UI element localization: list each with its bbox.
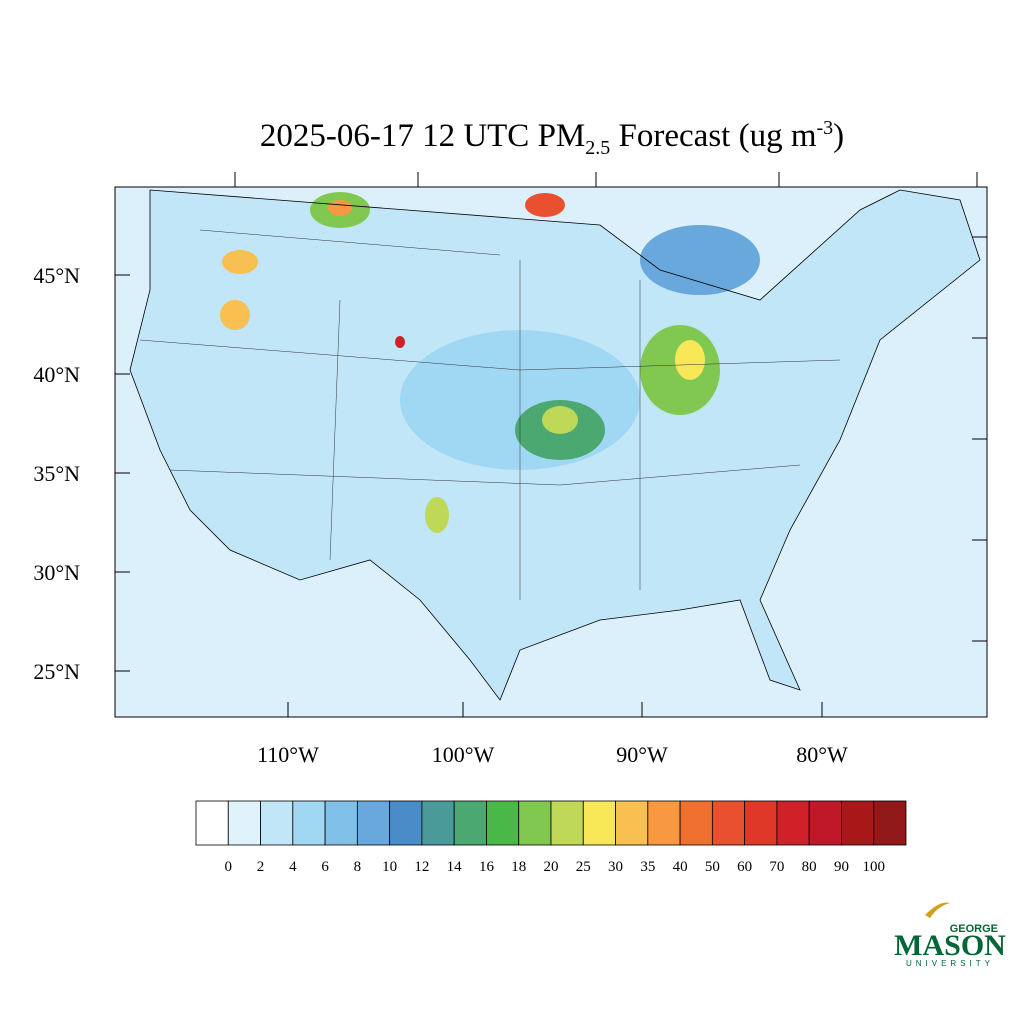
lat-label: 30°N bbox=[33, 560, 80, 585]
colorbar-box bbox=[711, 800, 746, 846]
colorbar-box bbox=[389, 800, 423, 846]
colorbar-box bbox=[260, 800, 294, 846]
colorbar-box bbox=[647, 800, 681, 846]
colorbar-box bbox=[615, 800, 649, 846]
logo: GEORGE MASON UNIVERSITY bbox=[894, 902, 1006, 968]
colorbar-label: 14 bbox=[447, 859, 463, 875]
colorbar-label: 70 bbox=[769, 859, 784, 875]
colorbar-box bbox=[808, 800, 842, 846]
colorbar: 0 2 4 6 8 10 12 14 16 18 20 25 30 35 40 50 60 70 80 90 100 bbox=[195, 800, 907, 875]
colorbar-label: 16 bbox=[479, 859, 495, 875]
colorbar-label: 30 bbox=[608, 859, 623, 875]
title: 2025-06-17 12 UTC PM2.5 Forecast (ug m-3… bbox=[260, 117, 844, 159]
lon-label: 100°W bbox=[432, 742, 495, 767]
colorbar-box bbox=[356, 800, 391, 846]
colorbar-label: 8 bbox=[354, 859, 362, 875]
map bbox=[114, 172, 988, 718]
colorbar-box bbox=[292, 800, 326, 846]
colorbar-box bbox=[324, 800, 358, 846]
lat-label: 40°N bbox=[33, 362, 80, 387]
colorbar-label: 0 bbox=[225, 859, 233, 875]
colorbar-box bbox=[841, 800, 875, 846]
title-text: ) bbox=[833, 118, 844, 154]
colorbar-box bbox=[582, 800, 616, 846]
title-subscript: 2.5 bbox=[585, 137, 610, 159]
title-text: Forecast (ug m bbox=[610, 118, 817, 154]
colorbar-label: 4 bbox=[289, 859, 297, 875]
lat-label: 35°N bbox=[33, 461, 80, 486]
colorbar-box bbox=[453, 800, 487, 846]
colorbar-box bbox=[776, 800, 810, 846]
colorbar-label: 100 bbox=[862, 859, 885, 875]
colorbar-label: 50 bbox=[705, 859, 720, 875]
colorbar-box bbox=[550, 800, 584, 846]
colorbar-box bbox=[195, 800, 229, 846]
colorbar-label: 12 bbox=[414, 859, 429, 875]
colorbar-label: 10 bbox=[382, 859, 397, 875]
colorbar-label: 80 bbox=[802, 859, 817, 875]
colorbar-box bbox=[873, 800, 907, 846]
colorbar-label: 35 bbox=[640, 859, 655, 875]
logo-text: UNIVERSITY bbox=[906, 959, 994, 968]
colorbar-label: 20 bbox=[544, 859, 559, 875]
colorbar-label: 25 bbox=[576, 859, 591, 875]
colorbar-box bbox=[486, 800, 520, 846]
title-superscript: -3 bbox=[816, 117, 833, 139]
colorbar-label: 60 bbox=[737, 859, 752, 875]
colorbar-box bbox=[518, 800, 552, 846]
lat-label: 45°N bbox=[33, 263, 80, 288]
lat-label: 25°N bbox=[33, 659, 80, 684]
colorbar-label: 90 bbox=[834, 859, 849, 875]
colorbar-label: 6 bbox=[321, 859, 329, 875]
lon-label: 80°W bbox=[796, 742, 848, 767]
lon-label: 90°W bbox=[616, 742, 668, 767]
colorbar-label: 2 bbox=[257, 859, 265, 875]
colorbar-label: 18 bbox=[511, 859, 526, 875]
lon-label: 110°W bbox=[257, 742, 319, 767]
colorbar-label: 40 bbox=[673, 859, 688, 875]
logo-text: GEORGE bbox=[950, 923, 998, 935]
colorbar-box bbox=[744, 800, 778, 846]
colorbar-box bbox=[227, 800, 261, 846]
colorbar-box bbox=[679, 800, 713, 846]
colorbar-box bbox=[421, 800, 455, 846]
logo-name: MASON bbox=[894, 929, 1006, 962]
title-text: 2025-06-17 12 UTC PM bbox=[260, 118, 585, 154]
